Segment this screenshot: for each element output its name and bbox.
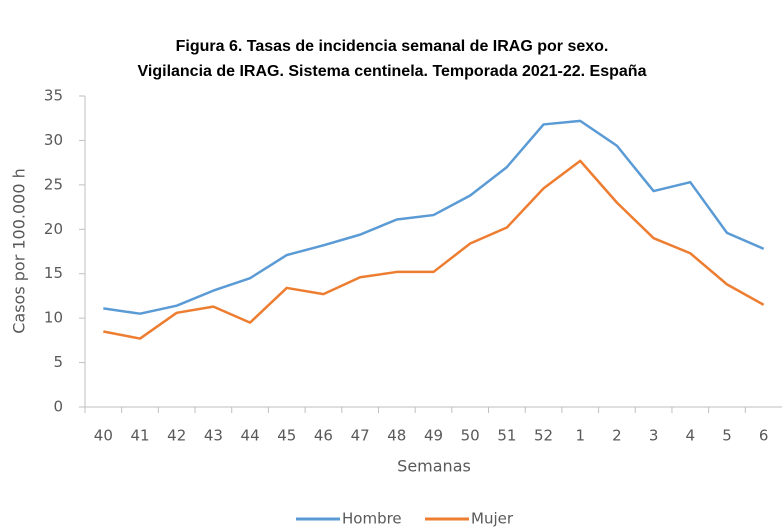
x-tick-label: 2 bbox=[612, 427, 622, 445]
y-tick-label: 35 bbox=[44, 87, 63, 105]
y-tick-label: 5 bbox=[53, 353, 63, 371]
x-tick-label: 4 bbox=[686, 427, 696, 445]
x-tick-label: 49 bbox=[424, 427, 443, 445]
x-tick-label: 5 bbox=[722, 427, 732, 445]
x-tick-label: 40 bbox=[94, 427, 113, 445]
y-axis-label: Casos por 100.000 h bbox=[10, 168, 29, 334]
y-tick-label: 0 bbox=[53, 398, 63, 416]
x-tick-label: 45 bbox=[277, 427, 296, 445]
line-series bbox=[103, 119, 765, 315]
x-tick-label: 52 bbox=[534, 427, 553, 445]
x-tick-label: 51 bbox=[497, 427, 516, 445]
y-tick-label: 15 bbox=[44, 264, 63, 282]
y-tick-label: 25 bbox=[44, 175, 63, 193]
x-tick-label: 47 bbox=[351, 427, 370, 445]
legend-label: Mujer bbox=[471, 510, 514, 528]
legend-label: Hombre bbox=[342, 510, 402, 528]
x-tick-label: 1 bbox=[575, 427, 585, 445]
x-tick-label: 42 bbox=[167, 427, 186, 445]
x-tick-label: 44 bbox=[241, 427, 260, 445]
y-tick-label: 30 bbox=[44, 131, 63, 149]
x-tick-label: 48 bbox=[387, 427, 406, 445]
y-tick-label: 20 bbox=[44, 220, 63, 238]
y-tick-label: 10 bbox=[44, 309, 63, 327]
x-tick-label: 46 bbox=[314, 427, 333, 445]
chart-subtitle: Vigilancia de IRAG. Sistema centinela. T… bbox=[138, 63, 647, 80]
x-tick-label: 50 bbox=[461, 427, 480, 445]
x-tick-label: 43 bbox=[204, 427, 223, 445]
x-tick-label: 41 bbox=[130, 427, 149, 445]
line-series bbox=[103, 159, 765, 340]
x-tick-label: 6 bbox=[759, 427, 769, 445]
chart-title: Figura 6. Tasas de incidencia semanal de… bbox=[176, 38, 609, 55]
x-axis-label: Semanas bbox=[397, 457, 471, 476]
x-tick-label: 3 bbox=[649, 427, 659, 445]
